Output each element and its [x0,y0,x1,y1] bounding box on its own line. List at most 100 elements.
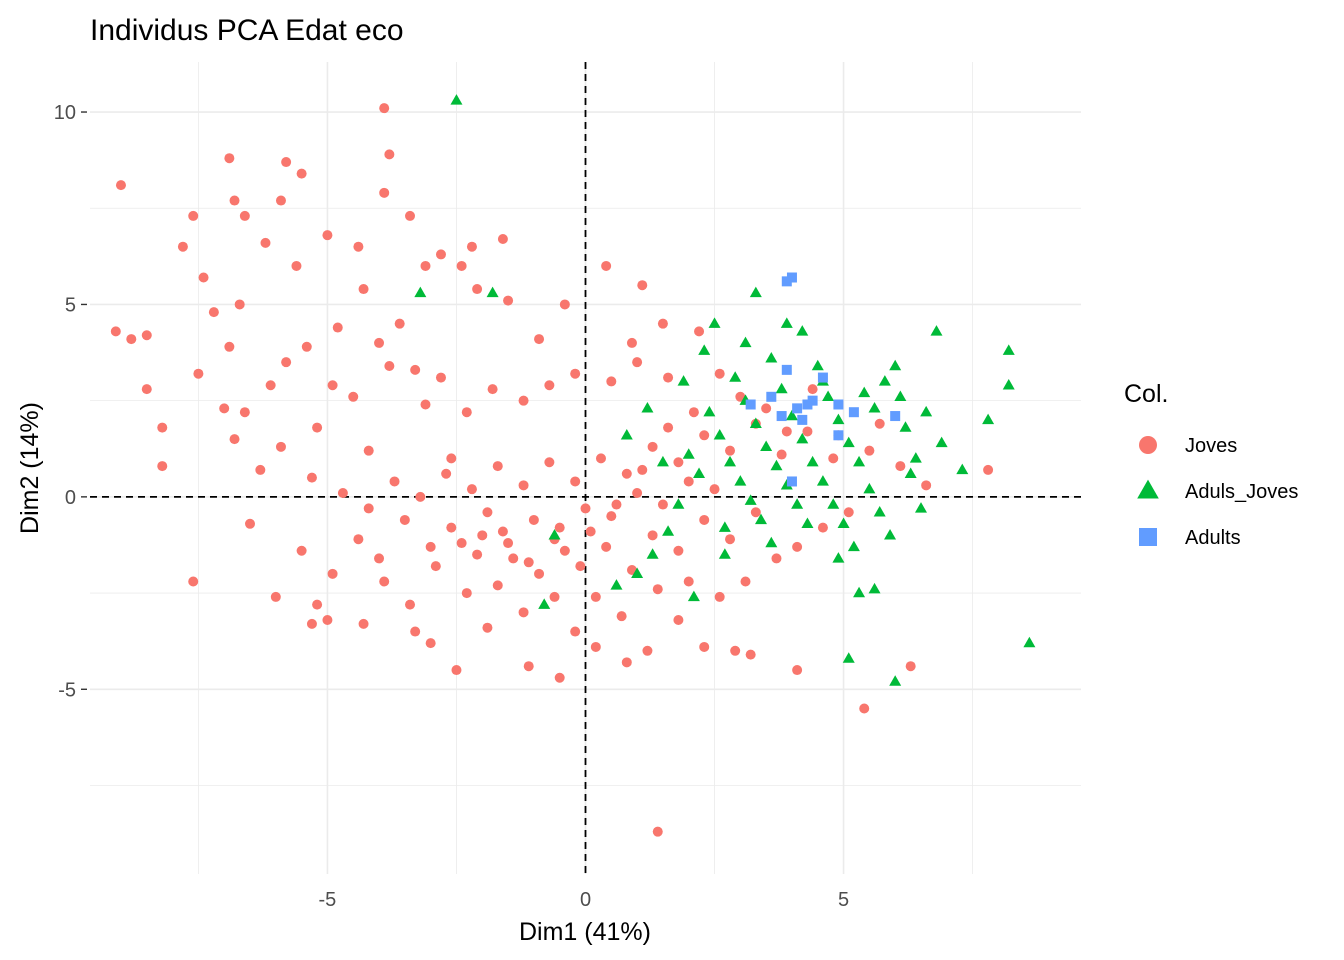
data-point [817,372,828,383]
data-point [734,475,747,486]
data-point [389,476,400,487]
data-point [657,499,668,510]
y-tick-label: 10 [54,102,76,124]
data-point [935,436,948,448]
data-point [275,195,286,206]
data-point [456,538,467,549]
data-point [858,386,871,398]
data-point [497,526,508,537]
data-point [606,511,617,522]
data-point [890,411,901,422]
data-point [776,411,787,422]
data-point [632,357,643,368]
data-point [642,645,653,656]
data-point [859,703,870,714]
data-point [780,479,793,490]
data-point [694,326,705,337]
data-point [291,260,302,271]
data-point [358,618,369,629]
data-point [544,457,555,468]
data-point [503,295,514,306]
data-point [327,380,338,391]
data-point [415,491,426,502]
data-point [312,422,323,433]
data-point [699,641,710,652]
data-point [606,376,617,387]
data-point [909,452,922,463]
data-point [188,210,199,221]
data-point [554,672,565,683]
data-point [518,395,529,406]
data-point [126,334,137,345]
data-point [791,498,804,509]
x-axis-ticks: -5 0 5 [319,874,849,911]
data-point [833,430,844,441]
data-point [631,567,644,579]
data-point [394,318,405,329]
data-point [590,591,601,602]
data-point [270,591,281,602]
data-point [198,272,209,283]
data-point [374,337,385,348]
data-point [714,368,725,379]
data-point [729,371,742,382]
data-point [528,514,539,525]
data-point [656,455,669,467]
data-point [296,168,307,179]
data-point [699,430,710,441]
data-point [621,657,632,668]
data-point [647,530,658,541]
y-tick-label: -5 [58,679,76,701]
data-point [466,241,477,252]
data-point [637,280,648,291]
data-point [878,375,891,386]
data-point [414,286,427,298]
data-point [379,187,390,198]
data-point [229,434,240,445]
data-point [384,361,395,372]
data-point [115,180,126,191]
data-point [626,337,637,348]
data-point [405,599,416,610]
data-point [461,407,472,418]
data-point [868,402,881,413]
y-axis-title: Dim2 (14%) [16,402,44,534]
data-point [456,260,467,271]
data-point [914,502,927,513]
chart-title: Individus PCA Edat eco [90,14,404,47]
data-point [956,463,969,475]
data-point [683,476,694,487]
data-point [332,322,343,333]
data-point [765,352,778,363]
data-point [807,384,818,395]
series-aduls-joves [414,94,1036,686]
data-point [492,461,503,472]
data-point [379,576,390,587]
data-point [518,480,529,491]
data-point [358,284,369,295]
data-point [363,503,374,514]
data-point [848,407,859,418]
data-point [817,522,828,533]
data-point [379,103,390,114]
x-tick-label: 0 [580,889,591,911]
data-point [446,522,457,533]
data-point [559,545,570,556]
data-point [797,414,808,425]
data-point [652,826,663,837]
data-point [905,661,916,672]
data-point [921,480,932,491]
data-point [749,286,762,298]
data-point [224,153,235,164]
data-point [761,403,772,414]
x-tick-label: -5 [319,889,337,911]
data-point [188,576,199,587]
data-point [523,661,534,672]
data-point [322,615,333,626]
data-point [208,307,219,318]
data-point [327,568,338,579]
data-point [384,149,395,160]
data-point [786,476,797,487]
data-point [110,326,121,337]
data-point [575,561,586,572]
